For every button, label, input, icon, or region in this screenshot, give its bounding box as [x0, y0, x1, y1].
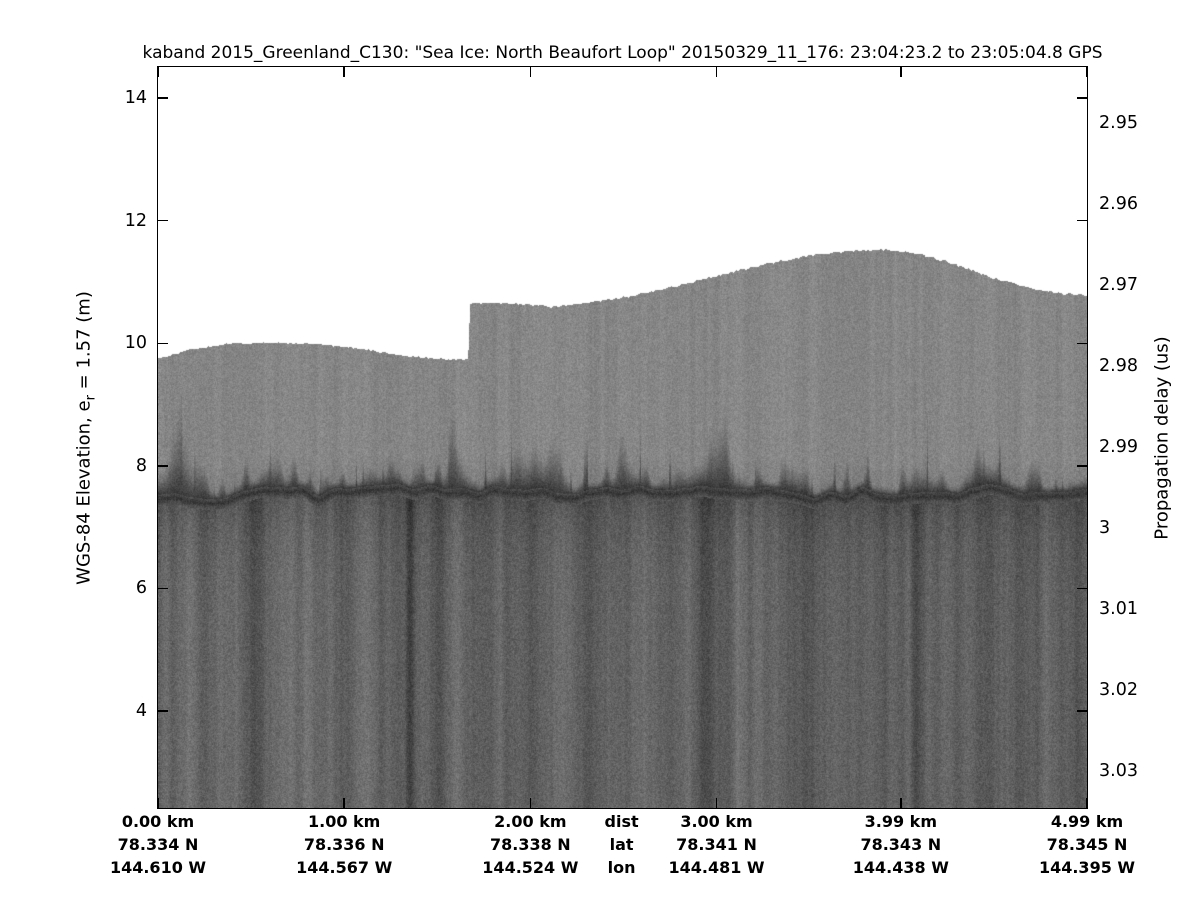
x-label-lon: 144.395 W — [1038, 858, 1136, 877]
x-tick-mark-bottom — [715, 798, 718, 808]
x-label-lat: 78.341 N — [676, 835, 757, 854]
x-label-lat: 78.334 N — [117, 835, 199, 854]
x-label-dist: 0.00 km — [121, 812, 195, 831]
x-tick-mark-top — [157, 67, 159, 77]
echogram-canvas — [158, 67, 1087, 808]
y-tick-label-elevation: 4 — [135, 701, 147, 722]
chart-title: kaband 2015_Greenland_C130: "Sea Ice: No… — [142, 43, 1103, 63]
y-tick-label-elevation: 12 — [124, 210, 147, 231]
x-tick-mark-bottom — [1086, 798, 1088, 808]
y-tick-mark-left — [158, 587, 168, 590]
y-tick-label-delay: 2.96 — [1099, 193, 1138, 214]
x-label-lon: 144.610 W — [109, 858, 207, 877]
y-tick-mark-right — [1077, 587, 1087, 590]
x-tick-mark-top — [343, 67, 345, 77]
y-tick-mark-right — [1077, 710, 1087, 712]
y-tick-label-elevation: 6 — [135, 578, 147, 599]
x-label-lon: 144.524 W — [482, 858, 579, 877]
y-tick-label-delay: 2.97 — [1099, 274, 1138, 295]
x-label-dist: 3.00 km — [680, 812, 753, 831]
y-tick-mark-left — [158, 342, 168, 344]
y-tick-mark-right — [1077, 342, 1087, 344]
x-label-lon: 144.481 W — [668, 858, 765, 877]
x-row-header-lat: lat — [609, 835, 634, 854]
y-tick-mark-left — [158, 97, 168, 99]
y-tick-label-elevation: 14 — [124, 88, 147, 109]
y-tick-mark-left — [158, 465, 168, 467]
x-label-lat: 78.345 N — [1046, 835, 1128, 854]
x-label-lon: 144.567 W — [296, 858, 393, 877]
x-tick-mark-top — [529, 67, 532, 77]
y-tick-label-elevation: 10 — [124, 333, 147, 354]
x-row-header-dist: dist — [604, 812, 639, 831]
x-label-dist: 2.00 km — [494, 812, 567, 831]
y-tick-mark-right — [1077, 219, 1087, 222]
x-label-lat: 78.338 N — [489, 835, 571, 854]
y-tick-mark-left — [158, 219, 168, 222]
x-tick-mark-top — [1086, 67, 1088, 77]
y-tick-label-delay: 3.01 — [1099, 598, 1138, 619]
y-tick-label-delay: 3.03 — [1099, 760, 1138, 781]
left-axis-label-subscript: r — [83, 395, 99, 401]
y-tick-label-delay: 2.98 — [1099, 355, 1138, 376]
y-tick-mark-right — [1077, 465, 1087, 467]
x-label-lat: 78.336 N — [303, 835, 385, 854]
x-tick-mark-bottom — [900, 798, 902, 808]
x-tick-mark-bottom — [157, 798, 159, 808]
y-tick-mark-left — [158, 710, 168, 712]
y-tick-label-delay: 3.02 — [1099, 679, 1138, 700]
x-row-header-lon: lon — [607, 858, 636, 877]
y-tick-label-delay: 2.99 — [1099, 436, 1138, 457]
x-label-lat: 78.343 N — [860, 835, 942, 854]
title-row: kaband 2015_Greenland_C130: "Sea Ice: No… — [143, 42, 1103, 64]
x-tick-mark-bottom — [343, 798, 345, 808]
x-tick-mark-bottom — [529, 798, 532, 808]
x-label-dist: 1.00 km — [307, 812, 381, 831]
x-label-dist: 3.99 km — [864, 812, 937, 831]
x-label-lon: 144.438 W — [852, 858, 949, 877]
x-label-dist: 4.99 km — [1050, 812, 1124, 831]
left-axis-label-text: WGS-84 Elevation, e — [73, 400, 95, 585]
x-tick-mark-top — [715, 67, 718, 77]
y-tick-label-elevation: 8 — [135, 455, 147, 476]
y-tick-label-delay: 2.95 — [1099, 112, 1138, 133]
y-tick-label-delay: 3 — [1099, 517, 1111, 538]
x-tick-mark-top — [900, 67, 902, 77]
y-tick-mark-right — [1077, 97, 1087, 99]
